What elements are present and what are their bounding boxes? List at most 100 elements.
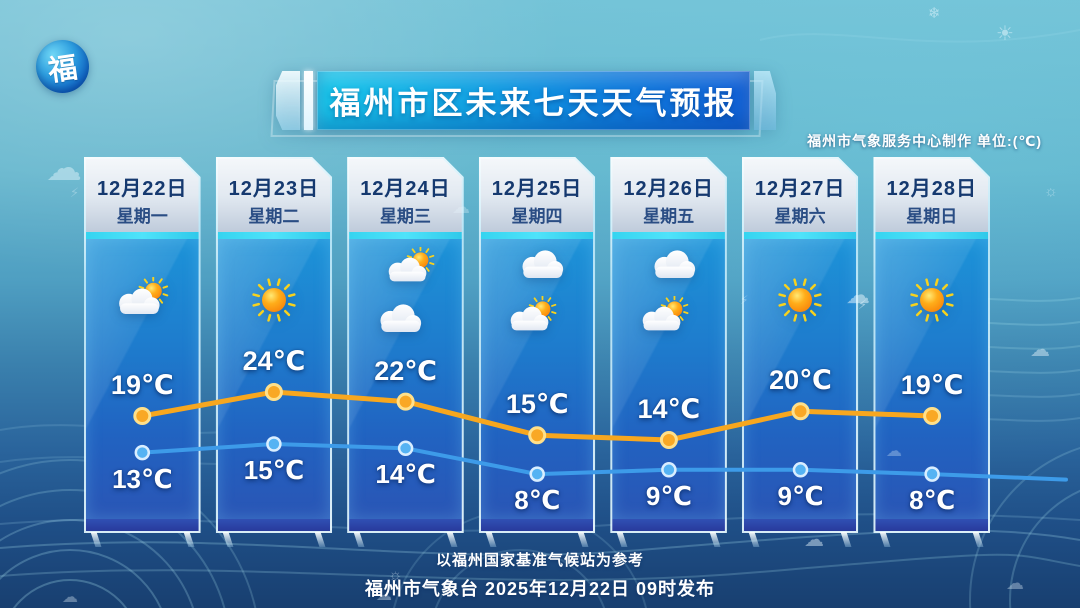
panel-base [875,519,988,531]
panel-base [218,519,331,531]
day-column: 12月27日 星期六 [742,157,859,547]
weekday-label: 星期一 [116,207,168,226]
weather-icon-group [744,277,857,323]
day-panel: 12月26日 星期五 [610,157,727,533]
sun-behind-cloud-icon [113,277,171,321]
weather-icon-group [218,277,331,323]
day-body [86,239,199,519]
weather-icon-group [481,247,594,337]
day-column: 12月26日 星期五 [610,157,727,547]
day-panel: 12月28日 星期日 [873,157,990,533]
weather-icon-group [86,277,199,321]
header-divider [612,232,725,239]
weekday-label: 星期二 [248,207,300,226]
banner-right-cap [754,71,776,130]
date-label: 12月28日 [886,178,977,200]
day-panel: 12月23日 星期二 [216,157,333,533]
header-divider [481,232,594,239]
weather-icon-group [612,247,725,337]
sun-behind-cloud-icon [637,296,691,337]
header-divider [875,232,988,239]
panel-base [481,519,594,531]
day-body [481,239,594,519]
credit-line: 福州市气象服务中心制作 单位:(℃) [807,133,1042,149]
weekday-label: 星期三 [379,207,431,226]
day-column: 12月24日 星期三 [347,157,464,547]
panel-base [612,519,725,531]
weather-icon-group [875,277,988,323]
day-panel: 12月25日 星期四 [479,157,596,533]
panel-leg [90,532,102,547]
day-header: 12月26日 星期五 [612,159,725,232]
panel-leg [577,532,589,547]
day-header: 12月23日 星期二 [218,159,331,232]
sun-icon [777,277,823,323]
cloud-icon [516,247,568,283]
day-column: 12月22日 星期一 [84,157,201,547]
logo-glyph: 福 [46,51,80,88]
cloud-glyph: ☁ [46,147,82,188]
forecast-columns: 12月22日 星期一 12月23日 [84,157,990,547]
day-panel: 12月24日 星期三 [347,157,464,533]
sun-glyph: ☀ [996,23,1014,45]
day-column: 12月28日 星期日 [873,157,990,547]
day-header: 12月24日 星期三 [349,159,462,232]
panel-leg [841,532,852,547]
panel-leg [485,532,497,547]
panel-leg [748,532,760,547]
date-label: 12月25日 [491,178,583,200]
panel-base [349,519,462,531]
banner-left-stripe [304,71,313,130]
sun-glyph: ☼ [1044,183,1058,200]
weekday-label: 星期五 [643,207,695,226]
banner-left-cap [276,71,300,130]
day-body [875,239,988,519]
page-title: 福州市区未来七天天气预报 [329,86,738,121]
weekday-label: 星期日 [906,207,958,226]
sun-icon [909,277,955,323]
cloud-icon [374,301,426,337]
day-panel: 12月22日 星期一 [84,157,201,533]
panel-base [86,519,199,531]
lightning-glyph: ⚡ [70,185,80,200]
day-body [744,239,857,519]
day-body [349,239,462,519]
cloud-icon [648,247,700,283]
panel-leg [314,532,326,547]
day-body [218,239,331,519]
header-divider [218,232,331,239]
title-banner: 福州市区未来七天天气预报 [276,71,776,130]
day-body [612,239,725,519]
cloud-glyph: ☁ [1030,339,1050,361]
panel-base [744,519,857,531]
panel-leg [709,532,721,547]
day-panel: 12月27日 星期六 [742,157,859,533]
panel-leg [880,532,891,547]
header-divider [349,232,462,239]
footer-issued: 福州市气象台 2025年12月22日 09时发布 [364,579,716,599]
weekday-label: 星期六 [774,207,826,226]
station-logo: 福 [36,40,89,93]
weekday-label: 星期四 [511,207,563,226]
banner-plate: 福州市区未来七天天气预报 [317,71,750,130]
sun-behind-cloud-icon [383,247,437,288]
header-divider [744,232,857,239]
day-header: 12月27日 星期六 [744,159,857,232]
panel-leg [222,532,234,547]
weather-icon-group [349,247,462,337]
date-label: 12月22日 [97,178,188,200]
panel-leg [446,532,458,547]
sun-icon [251,277,297,323]
day-header: 12月22日 星期一 [86,159,199,232]
panel-leg [616,532,628,547]
date-label: 12月27日 [754,178,846,200]
panel-leg [972,532,984,547]
header-divider [86,232,199,239]
day-header: 12月28日 星期日 [875,159,988,232]
panel-leg [183,532,195,547]
sun-behind-cloud-icon [505,296,559,337]
snowflake-glyph: ❄ [928,5,941,22]
day-column: 12月25日 星期四 [479,157,596,547]
cloud-glyph: ☁ [804,529,824,551]
